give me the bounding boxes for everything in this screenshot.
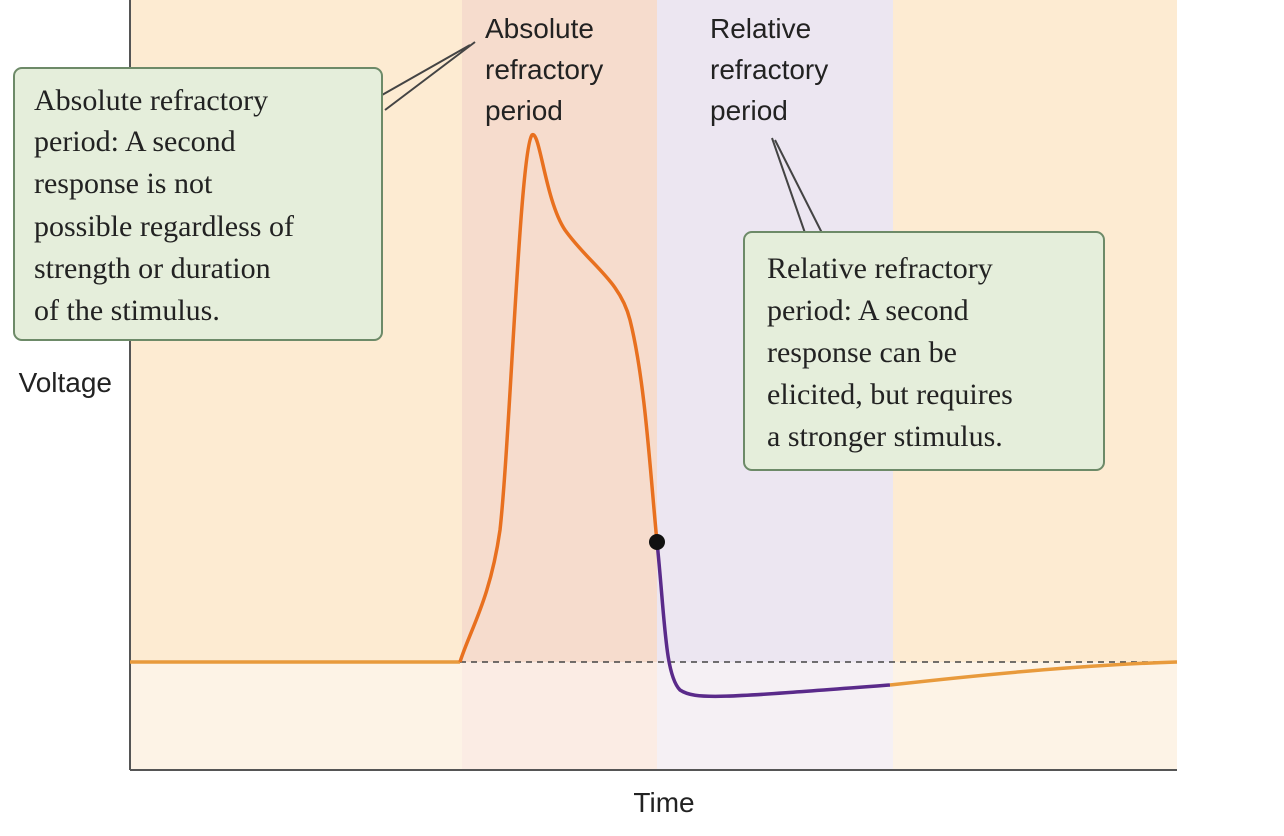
- region-label: period: [485, 95, 563, 126]
- recovery-trace: [889, 660, 1178, 687]
- pointer-absolute: [381, 41, 476, 111]
- absolute-region-lower: [462, 662, 657, 770]
- action-potential: [458, 133, 659, 663]
- callout-box-absolute: [13, 67, 383, 341]
- callout-text: response is not: [34, 167, 213, 200]
- callout-text: elicited, but requires: [767, 378, 1013, 411]
- absolute-region: [462, 0, 657, 662]
- callout-text: Absolute refractory: [34, 84, 268, 117]
- callout-text: of the stimulus.: [34, 294, 220, 327]
- relative-region-lower: [657, 662, 893, 770]
- threshold-point: [649, 534, 665, 550]
- region-label: refractory: [485, 54, 603, 85]
- y-axis-label: Voltage: [19, 367, 112, 398]
- callout-box-relative: [743, 231, 1105, 471]
- region-label: refractory: [710, 54, 828, 85]
- region-label: Relative: [710, 13, 811, 44]
- callout-text: a stronger stimulus.: [767, 420, 1003, 453]
- callout-text: strength or duration: [34, 252, 271, 285]
- callout-text: Relative refractory: [767, 252, 993, 285]
- pointer-relative: [771, 137, 823, 234]
- callout-text: response can be: [767, 336, 957, 369]
- region-label: Absolute: [485, 13, 594, 44]
- x-axis-label: Time: [633, 787, 694, 818]
- callout-text: possible regardless of: [34, 210, 294, 243]
- hyperpolarization: [655, 541, 891, 699]
- callout-text: period: A second: [767, 294, 969, 327]
- callout-text: period: A second: [34, 125, 236, 158]
- region-label: period: [710, 95, 788, 126]
